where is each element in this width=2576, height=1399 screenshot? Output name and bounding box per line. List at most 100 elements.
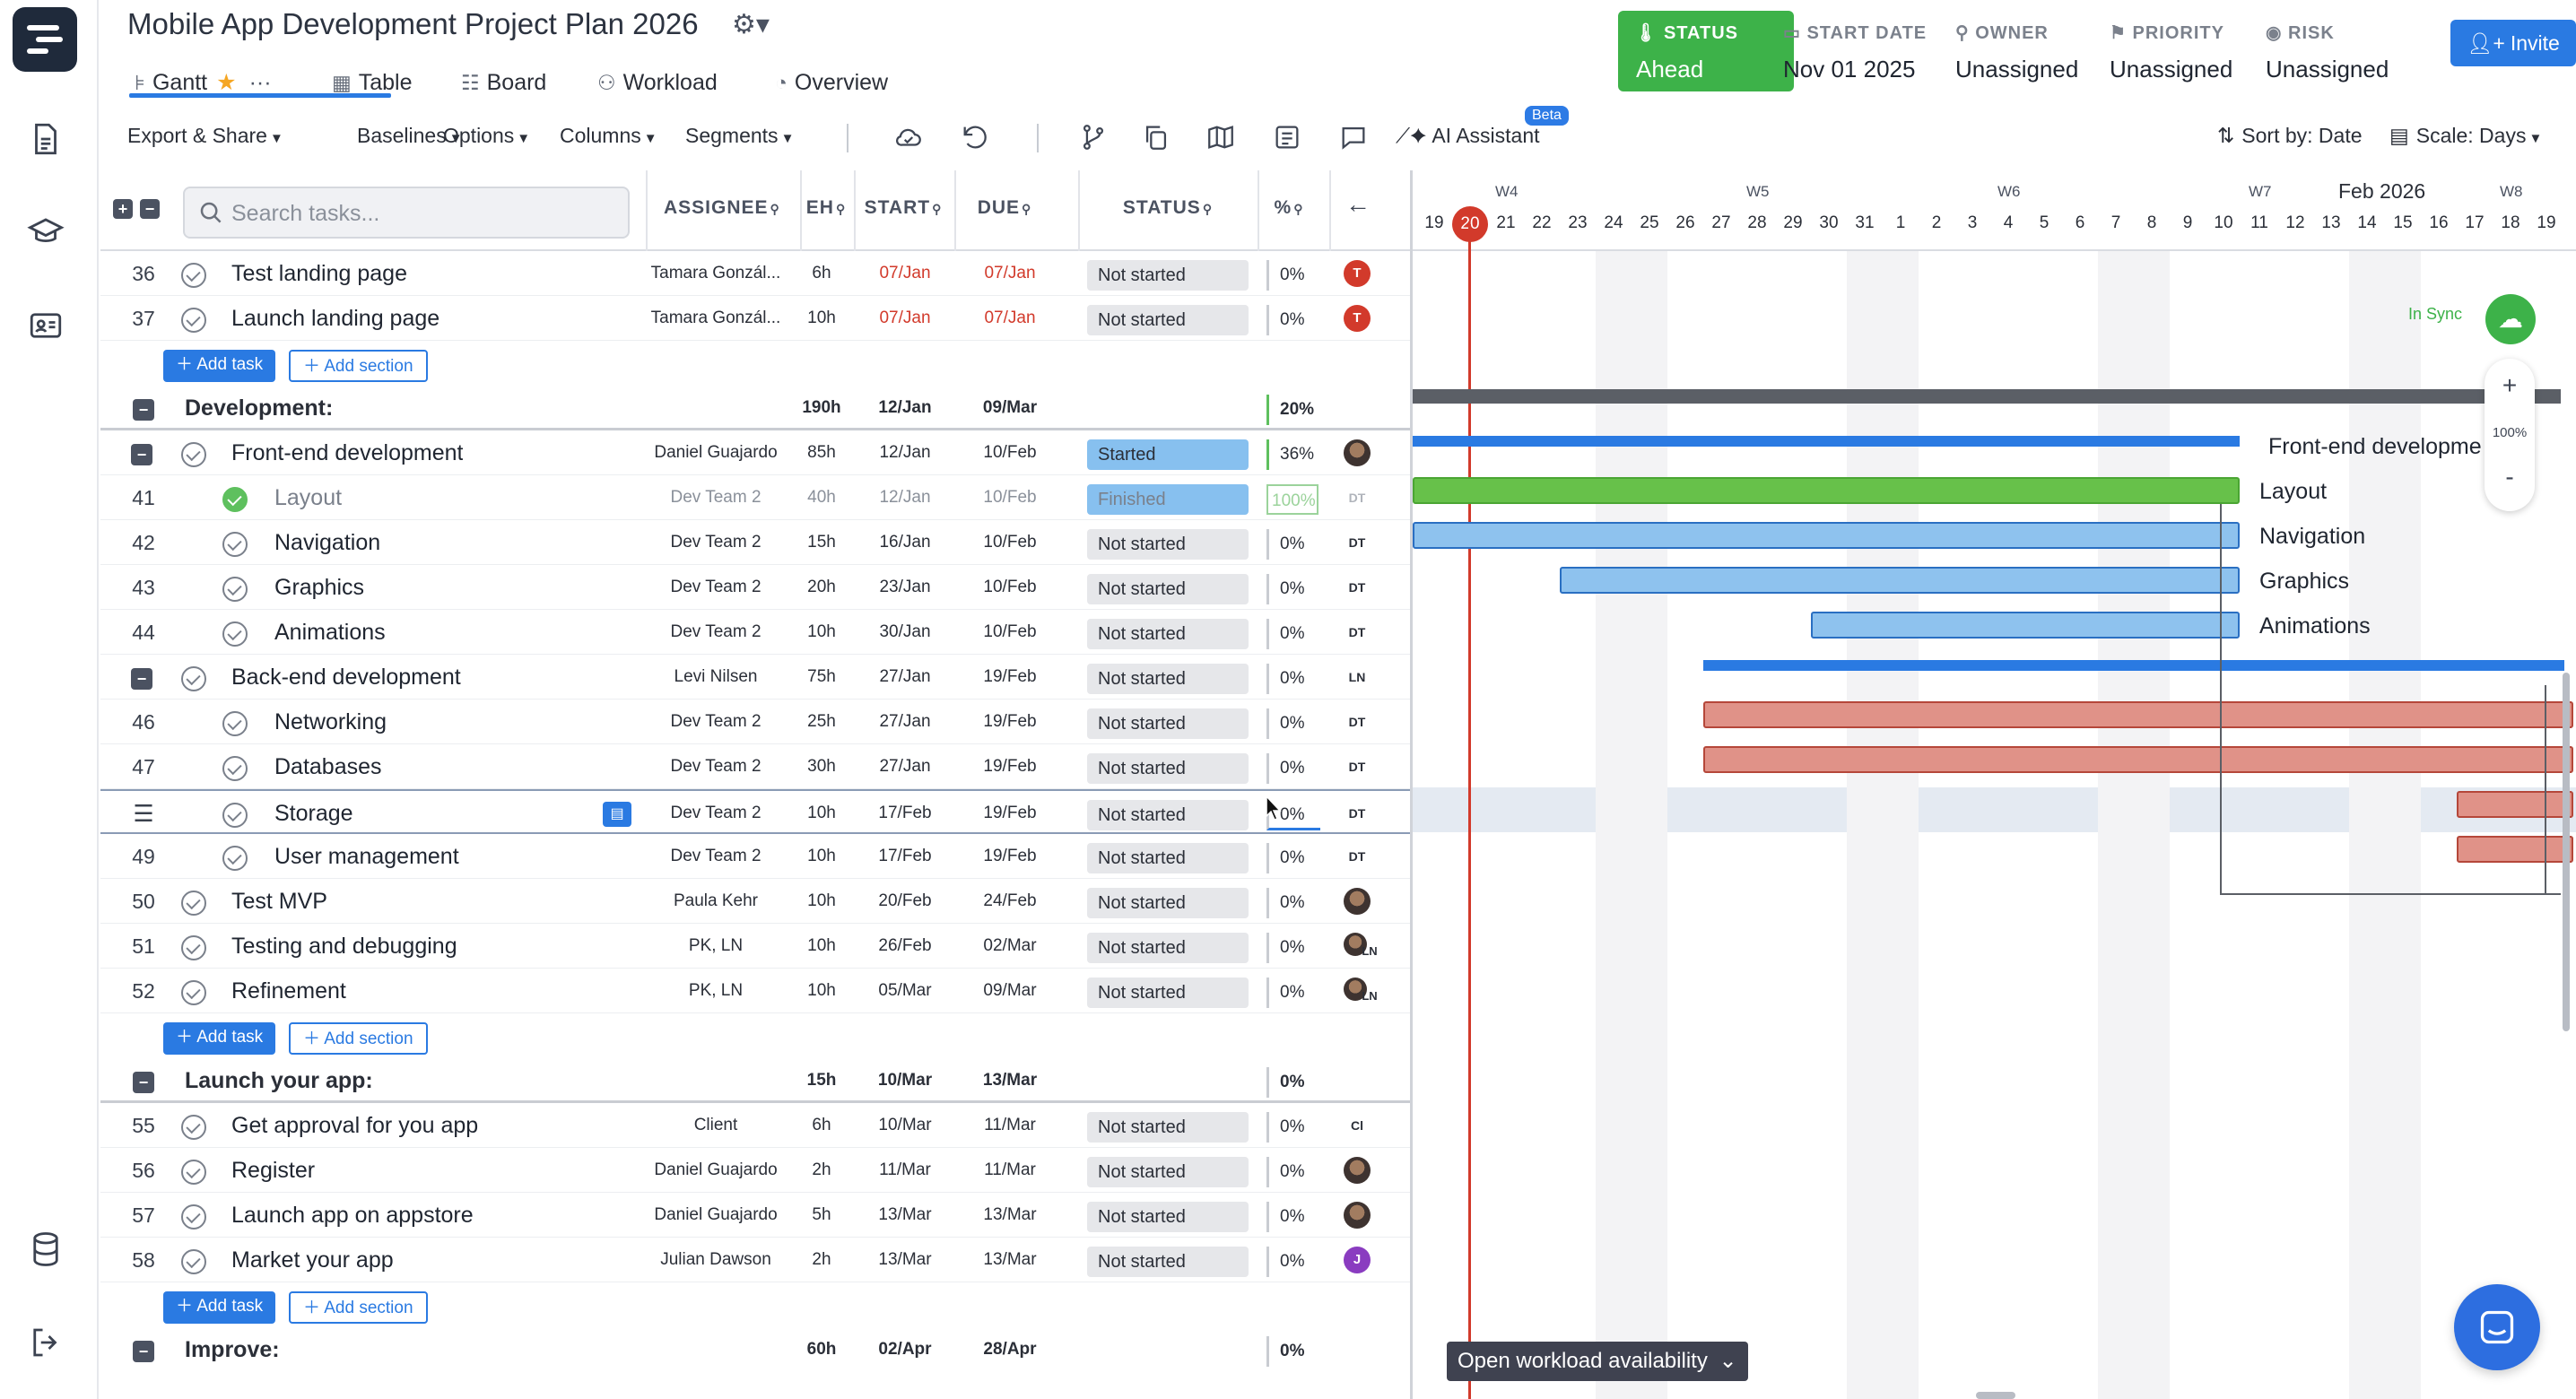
task-assignee[interactable]: Dev Team 2: [670, 622, 761, 641]
branch-icon[interactable]: [1078, 122, 1109, 152]
complete-checkbox[interactable]: [181, 1204, 206, 1230]
panel-resize-handle[interactable]: [1410, 170, 1413, 1399]
task-assignee[interactable]: Dev Team 2: [670, 488, 761, 507]
task-due-date[interactable]: 10/Feb: [983, 578, 1037, 596]
task-status[interactable]: Finished: [1087, 484, 1249, 515]
section-name[interactable]: Improve:: [185, 1337, 280, 1362]
table-row[interactable]: 43 Graphics Dev Team 2 20h 23/Jan 10/Feb…: [100, 565, 1410, 610]
complete-checkbox[interactable]: [181, 935, 206, 960]
complete-checkbox[interactable]: [222, 756, 248, 781]
column-header-assignee[interactable]: ASSIGNEE ⚲: [664, 197, 780, 219]
table-row[interactable]: 55 Get approval for you app Client 6h 10…: [100, 1103, 1410, 1148]
task-percent[interactable]: 0%: [1266, 708, 1320, 739]
risk-value[interactable]: Unassigned: [2266, 56, 2389, 83]
task-due-date[interactable]: 10/Feb: [983, 622, 1037, 641]
columns-menu[interactable]: Columns ▼: [560, 124, 657, 148]
section-row[interactable]: − Launch your app: 15h 10/Mar 13/Mar 0%: [100, 1058, 1410, 1103]
task-percent[interactable]: 0%: [1266, 753, 1320, 784]
zoom-in-button[interactable]: +: [2502, 371, 2518, 399]
logout-icon[interactable]: [27, 1324, 65, 1361]
task-assignee[interactable]: PK, LN: [688, 936, 744, 955]
undo-icon[interactable]: [960, 122, 990, 152]
task-status[interactable]: Not started: [1087, 708, 1249, 739]
status-dropdown[interactable]: 🌡︎ STATUS Ahead: [1618, 11, 1794, 91]
section-name[interactable]: Development:: [185, 395, 334, 421]
task-due-date[interactable]: 19/Feb: [983, 847, 1037, 865]
report-icon[interactable]: [1272, 122, 1302, 152]
table-row-selected[interactable]: ☰ Storage ▤ Dev Team 2 10h 17/Feb 19/Feb…: [100, 789, 1410, 834]
complete-checkbox[interactable]: [181, 263, 206, 288]
search-input[interactable]: [231, 197, 617, 230]
task-status[interactable]: Not started: [1087, 664, 1249, 694]
task-assignee[interactable]: Paula Kehr: [673, 891, 758, 910]
task-bar-user-management[interactable]: [2457, 836, 2573, 863]
task-assignee[interactable]: Dev Team 2: [670, 533, 761, 552]
start-date-value[interactable]: Nov 01 2025: [1783, 56, 1916, 83]
avatar[interactable]: [1344, 888, 1371, 915]
table-row[interactable]: 36 Test landing page Tamara Gonzál... 6h…: [100, 251, 1410, 296]
task-due-date[interactable]: 07/Jan: [984, 308, 1036, 327]
task-status[interactable]: Not started: [1087, 260, 1249, 291]
avatar[interactable]: Cl: [1351, 1118, 1363, 1133]
task-bar-storage[interactable]: [2457, 791, 2573, 818]
task-percent[interactable]: 0%: [1266, 933, 1320, 963]
table-row[interactable]: 49 User management Dev Team 2 10h 17/Feb…: [100, 834, 1410, 879]
task-name[interactable]: Test MVP: [231, 889, 327, 914]
add-section-button[interactable]: ＋ Add section: [289, 350, 428, 382]
task-assignee[interactable]: Dev Team 2: [670, 847, 761, 865]
filter-icon[interactable]: ⚲: [835, 202, 847, 216]
avatar[interactable]: T: [1344, 260, 1371, 287]
task-name[interactable]: Storage: [274, 801, 353, 826]
priority-value[interactable]: Unassigned: [2110, 56, 2233, 83]
complete-checkbox[interactable]: [222, 846, 248, 871]
task-start-date[interactable]: 30/Jan: [879, 622, 931, 641]
avatar[interactable]: DT: [1348, 535, 1366, 550]
complete-checkbox[interactable]: [181, 1115, 206, 1140]
column-header-percent[interactable]: % ⚲: [1266, 197, 1311, 219]
task-status[interactable]: Not started: [1087, 800, 1249, 830]
complete-checkbox[interactable]: [222, 803, 248, 828]
filter-icon[interactable]: ⚲: [770, 202, 780, 216]
task-status[interactable]: Not started: [1087, 888, 1249, 918]
table-row[interactable]: − Front-end development Daniel Guajardo …: [100, 430, 1410, 475]
avatar[interactable]: DT: [1348, 580, 1366, 595]
comment-icon[interactable]: ▤: [603, 802, 631, 827]
task-effort-hours[interactable]: 10h: [807, 981, 836, 1000]
task-effort-hours[interactable]: 20h: [807, 578, 836, 596]
task-percent[interactable]: 0%: [1266, 978, 1320, 1008]
avatar[interactable]: DT: [1348, 849, 1366, 864]
tab-overview[interactable]: ◔ Overview: [775, 65, 888, 100]
task-effort-hours[interactable]: 85h: [807, 443, 836, 462]
add-task-button[interactable]: ＋ Add task: [163, 1291, 276, 1324]
zoom-out-button[interactable]: -: [2505, 463, 2514, 491]
summary-bar-frontend[interactable]: [1413, 436, 2240, 447]
document-icon[interactable]: [27, 120, 65, 158]
more-icon[interactable]: ···: [248, 69, 272, 95]
task-effort-hours[interactable]: 6h: [812, 1116, 831, 1134]
task-assignee[interactable]: PK, LN: [688, 981, 744, 1000]
collapse-section-button[interactable]: −: [133, 1072, 154, 1093]
avatar-secondary[interactable]: LN: [1362, 944, 1378, 958]
task-assignee[interactable]: Client: [693, 1116, 738, 1134]
task-name[interactable]: Networking: [274, 709, 387, 734]
task-start-date[interactable]: 07/Jan: [879, 308, 931, 327]
task-bar-animations[interactable]: [1811, 612, 2240, 639]
table-row[interactable]: 42 Navigation Dev Team 2 15h 16/Jan 10/F…: [100, 520, 1410, 565]
filter-icon[interactable]: ⚲: [1022, 202, 1032, 216]
task-due-date[interactable]: 10/Feb: [983, 443, 1037, 462]
task-name[interactable]: Back-end development: [231, 665, 461, 690]
task-due-date[interactable]: 19/Feb: [983, 804, 1037, 822]
section-row[interactable]: − Improve: 60h 02/Apr 28/Apr 0%: [100, 1327, 1410, 1372]
comment-icon[interactable]: [1338, 122, 1369, 152]
task-percent[interactable]: 0%: [1266, 1112, 1320, 1143]
vertical-scrollbar[interactable]: [2563, 673, 2570, 1031]
task-due-date[interactable]: 13/Mar: [983, 1250, 1037, 1269]
section-row[interactable]: − Development: 190h 12/Jan 09/Mar 20%: [100, 386, 1410, 430]
cloud-sync-icon[interactable]: ☁: [2485, 294, 2536, 344]
task-name[interactable]: Get approval for you app: [231, 1113, 479, 1138]
task-name[interactable]: Graphics: [274, 575, 365, 600]
task-percent[interactable]: 0%: [1266, 619, 1320, 649]
add-task-button[interactable]: ＋ Add task: [163, 350, 276, 382]
table-row[interactable]: 50 Test MVP Paula Kehr 10h 20/Feb 24/Feb…: [100, 879, 1410, 924]
avatar[interactable]: DT: [1348, 760, 1366, 774]
